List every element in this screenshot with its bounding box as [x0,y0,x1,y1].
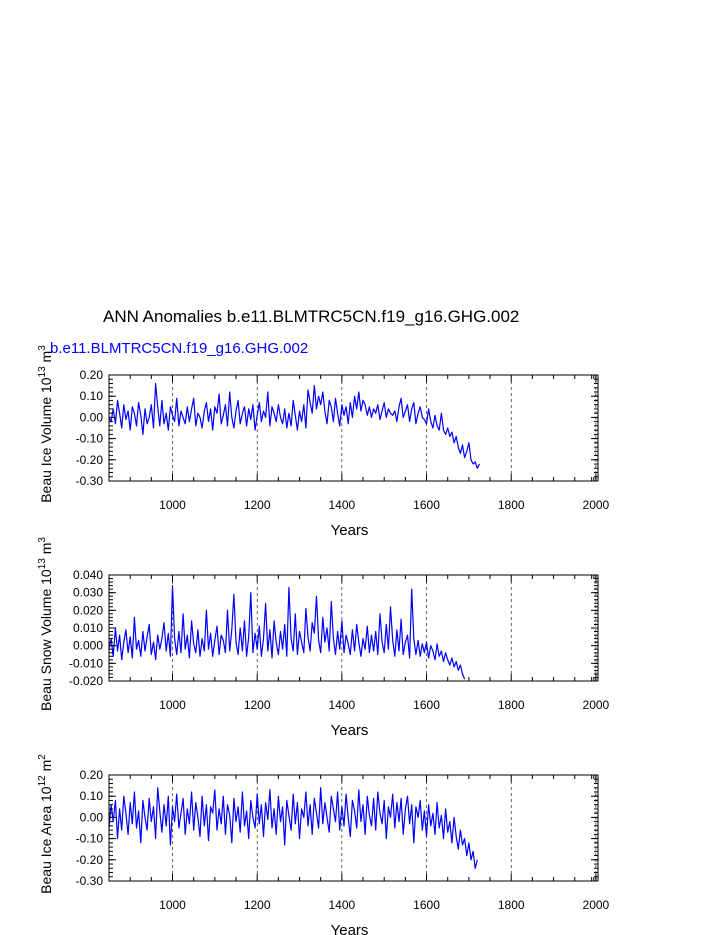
y-tick-label: -0.30 [76,874,104,888]
x-tick-label: 1000 [159,498,186,512]
x-tick-label: 1000 [159,898,186,912]
y-axis-label-part: Beau Snow Volume 10 [38,569,54,711]
y-axis-label: Beau Ice Area 1012 m2 [37,754,54,894]
panels: 1000 1200 1400 1600 1800 2000 0.20 0.10 0.00 -0.1… [37,345,610,935]
x-axis-label: Years [331,722,369,739]
x-tick-label: 1400 [329,698,356,712]
y-tick-label: 0.20 [80,368,104,382]
x-tick-label: 1800 [498,698,525,712]
y-tick-label: -0.010 [69,656,103,670]
y-axis-label-superscript: 3 [37,345,48,351]
plot-frame [108,774,599,882]
x-tick-label: 1600 [413,698,440,712]
y-tick-label: 0.000 [73,639,103,653]
x-tick-label: 1600 [413,898,440,912]
y-axis-label-superscript: 12 [37,775,48,787]
y-tick-label: 0.020 [73,603,103,617]
x-tick-label: 1400 [329,498,356,512]
x-tick-label: 1800 [498,498,525,512]
panel-3: 1000 1200 1400 1600 1800 2000 0.20 0.10 0.00 -0.1… [37,754,610,935]
y-axis-label-superscript: 13 [37,366,48,378]
y-tick-label: 0.10 [80,789,104,803]
y-axis-label-superscript: 3 [37,537,48,543]
x-tick-label: 1200 [244,698,271,712]
figure-title: ANN Anomalies b.e11.BLMTRC5CN.f19_g16.GH… [103,307,519,326]
x-tick-label: 1200 [244,498,271,512]
y-axis-label-superscript: 2 [37,754,48,760]
x-tick-label: 1200 [244,898,271,912]
y-axis-label-part: m [38,760,54,776]
y-tick-label: -0.10 [76,832,104,846]
case-label: b.e11.BLMTRC5CN.f19_g16.GHG.002 [50,340,308,357]
x-tick-label: 2000 [583,498,610,512]
x-tick-label: 1400 [329,898,356,912]
y-axis-label-part: m [38,543,54,559]
y-tick-label: -0.10 [76,432,104,446]
y-axis-label-part: Beau Ice Area 10 [38,786,54,894]
y-tick-label: -0.20 [76,853,104,867]
x-tick-label: 2000 [583,698,610,712]
y-tick-label: 0.00 [80,810,104,824]
y-axis-label-part: Beau Ice Volume 10 [38,377,54,503]
y-tick-label: 0.00 [80,410,104,424]
series-line [108,382,481,469]
plot-frame [108,374,599,482]
x-axis-label: Years [331,522,369,539]
y-tick-label: -0.020 [69,674,103,688]
x-axis-label: Years [331,922,369,935]
x-tick-label: 2000 [583,898,610,912]
y-tick-label: 0.010 [73,621,103,635]
y-axis-label-superscript: 13 [37,558,48,570]
y-tick-label: -0.30 [76,474,104,488]
y-tick-label: 0.20 [80,768,104,782]
y-axis-label-part: m [38,351,54,367]
y-tick-label: 0.040 [73,568,103,582]
y-tick-label: 0.030 [73,586,103,600]
x-tick-label: 1800 [498,898,525,912]
panel-2: 1000 1200 1400 1600 1800 2000 0.040 0.030 0.020 0… [37,537,610,739]
y-tick-label: 0.10 [80,389,104,403]
x-tick-label: 1000 [159,698,186,712]
series-line [108,787,478,869]
y-tick-label: -0.20 [76,453,104,467]
panel-1: 1000 1200 1400 1600 1800 2000 0.20 0.10 0.00 -0.1… [37,345,610,539]
y-axis-label: Beau Ice Volume 1013 m3 [37,345,54,503]
series-line [108,584,466,680]
x-tick-label: 1600 [413,498,440,512]
y-axis-label: Beau Snow Volume 1013 m3 [37,537,54,711]
